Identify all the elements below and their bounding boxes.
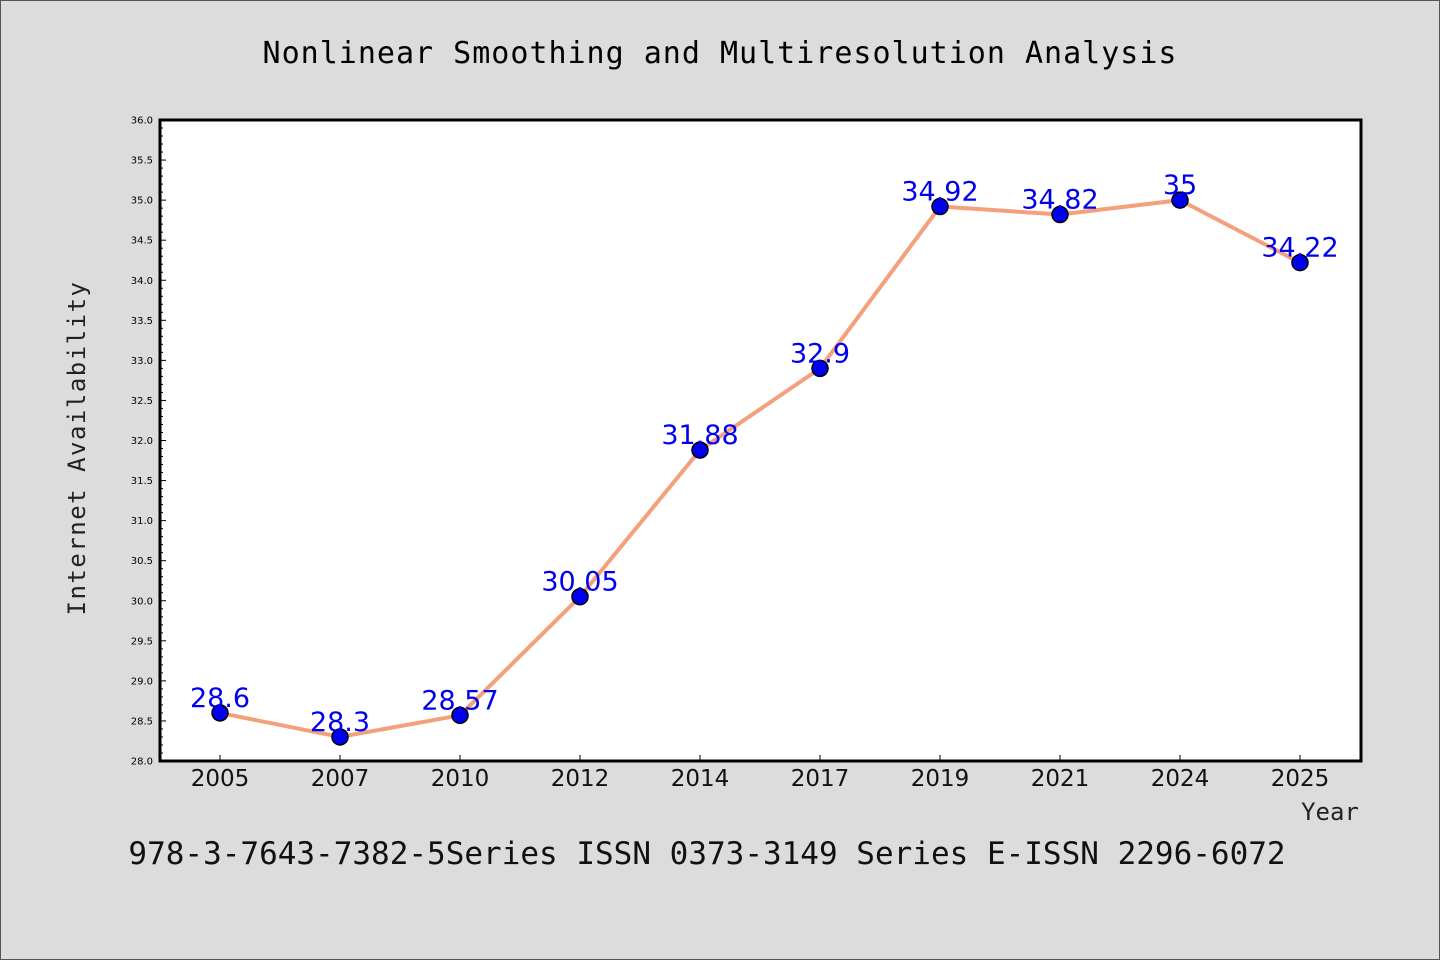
x-tick-label: 2021 [1031,766,1090,792]
plot-area [160,120,1361,761]
data-point [931,197,949,216]
y-tick-label: 34.5 [131,236,153,247]
y-tick-label: 36.0 [131,116,153,127]
data-point [211,704,229,722]
data-label: 28.57 [421,685,498,716]
footer-text: 978-3-7643-7382-5Series ISSN 0373-3149 S… [128,836,1285,872]
y-tick-label: 30.5 [131,556,153,567]
x-axis: 2005 2007 2010 2012 2014 2017 2019 2021 2024 2025 [191,755,1330,792]
y-tick-label: 32.0 [131,436,153,447]
x-axis-label: Year [1301,798,1359,826]
data-labels: 28.6 28.3 28.57 30.05 31.88 32.9 34.92 34.82 35 3… [190,170,1339,738]
y-tick-label: 31.0 [131,516,153,527]
y-tick-label: 33.5 [131,316,153,327]
x-tick-label: 2025 [1271,766,1330,792]
data-point [1291,253,1309,272]
data-point [571,587,589,606]
y-tick-label: 35.0 [131,196,153,207]
data-label: 28.3 [310,707,370,738]
y-axis-label: Internet Availability [63,281,91,616]
y-tick-label: 28.5 [131,716,153,727]
data-markers [211,191,1309,746]
chart-title: Nonlinear Smoothing and Multiresolution … [263,36,1178,71]
plot-border [158,118,1363,763]
data-point [1051,205,1069,224]
x-tick-label: 2017 [791,766,850,792]
data-point [811,359,829,378]
y-tick-label: 31.5 [131,476,153,487]
x-tick-label: 2014 [671,766,730,792]
x-tick-label: 2005 [191,766,250,792]
data-point [451,706,469,725]
y-tick-label: 32.5 [131,396,153,407]
data-label: 31.88 [661,420,738,451]
x-tick-label: 2012 [551,766,610,792]
y-tick-label: 35.5 [131,156,153,167]
data-label: 34.22 [1261,233,1338,264]
data-label: 30.05 [541,567,618,598]
data-label: 34.92 [901,177,978,208]
data-point [331,728,349,746]
data-label: 32.9 [790,338,850,369]
y-tick-label: 34.0 [131,276,153,287]
x-tick-label: 2007 [311,766,370,792]
data-label: 28.6 [190,683,250,714]
data-point [1171,191,1189,209]
x-tick-label: 2019 [911,766,970,792]
x-tick-label: 2010 [431,766,490,792]
y-tick-label: 33.0 [131,356,153,367]
y-tick-label: 29.0 [131,676,153,687]
data-point [691,441,709,459]
data-label: 35 [1163,170,1197,201]
series-line [219,198,1301,739]
data-label: 34.82 [1021,185,1098,216]
y-tick-label: 28.0 [131,757,153,768]
x-tick-label: 2024 [1151,766,1210,792]
y-tick-label: 30.0 [131,596,153,607]
y-tick-label: 29.5 [131,636,153,647]
